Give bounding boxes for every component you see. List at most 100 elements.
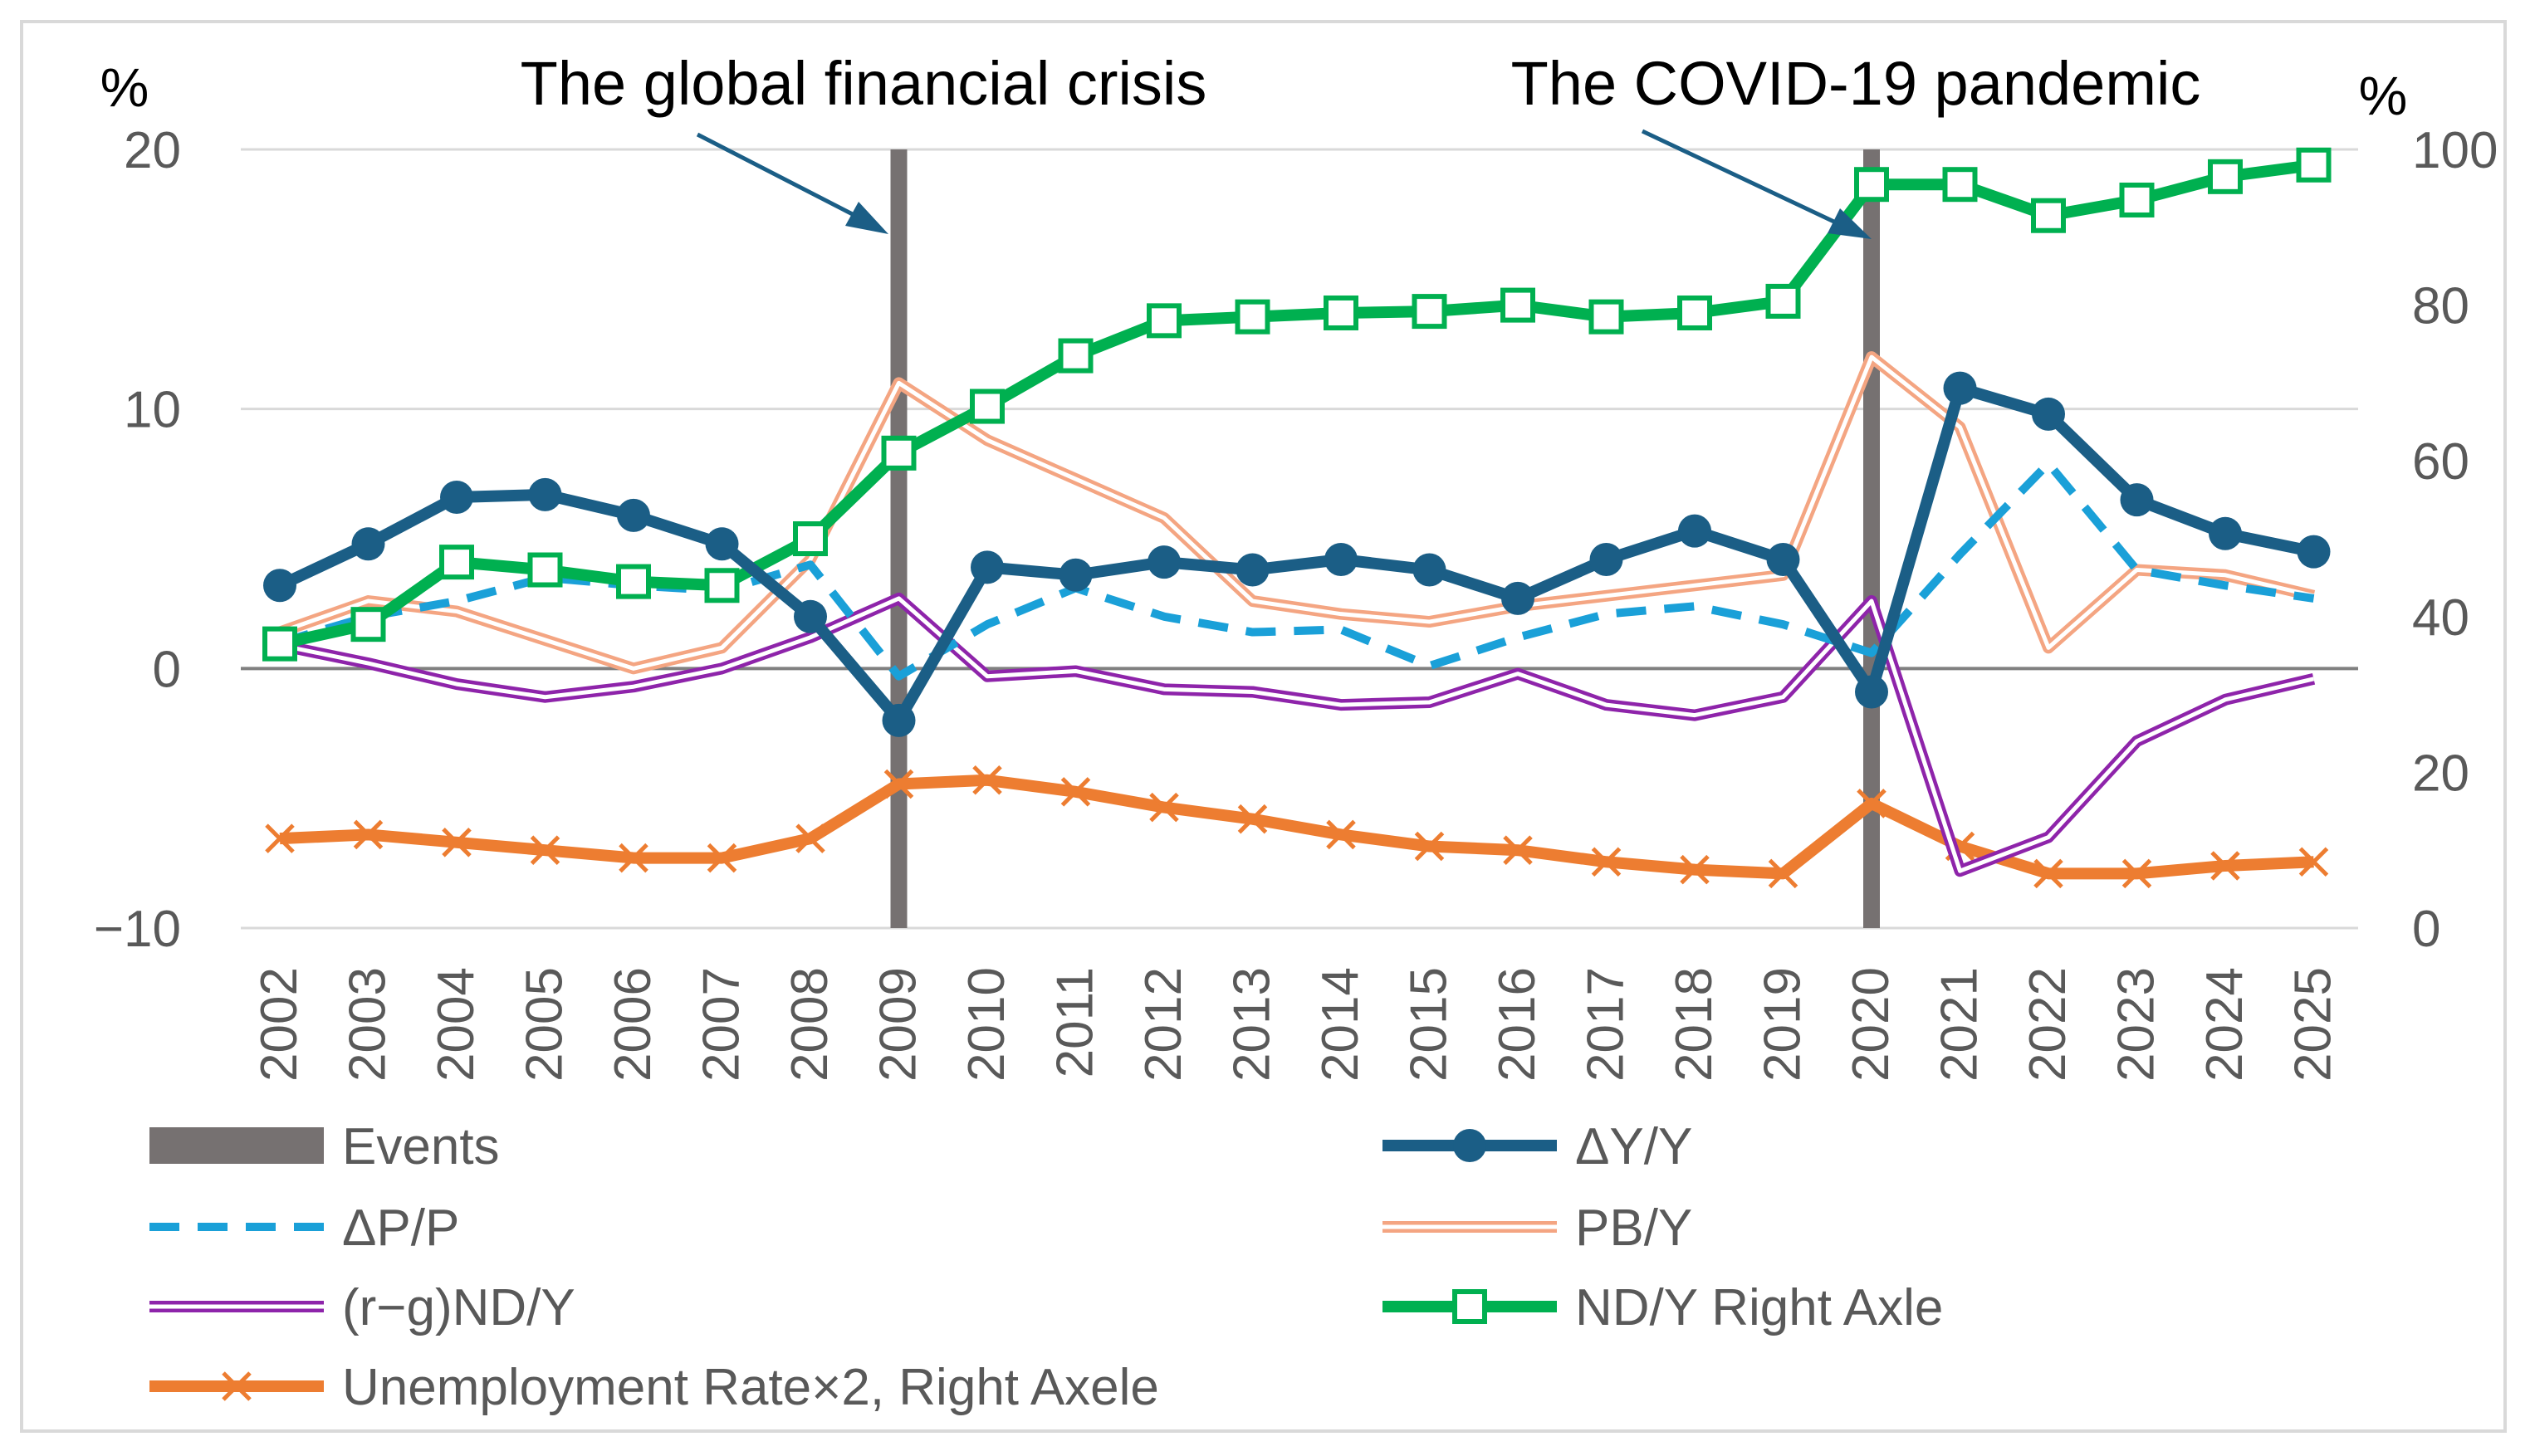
dy-point — [882, 703, 916, 737]
x-tick-label: 2020 — [1842, 967, 1900, 1082]
x-tick-label: 2025 — [2285, 967, 2342, 1082]
annotation-covid-arrowhead — [1828, 208, 1872, 239]
legend-label-ur: Unemployment Rate×2, Right Axele — [342, 1359, 1159, 1416]
dy-point — [2209, 516, 2242, 550]
ur-point — [1149, 792, 1179, 823]
legend-label-rg: (r−g)ND/Y — [342, 1279, 575, 1336]
dy-point — [1678, 514, 1711, 548]
right-tick-label: 60 — [2412, 433, 2469, 491]
dy-point — [528, 477, 562, 511]
nd-point — [1500, 287, 1535, 323]
ur-point — [2033, 858, 2063, 889]
dy-point — [351, 527, 385, 561]
ur-point — [883, 769, 914, 799]
legend-label-dp: ΔP/P — [342, 1199, 459, 1257]
annotation-covid: The COVID-19 pandemic — [1511, 49, 2200, 239]
nd-point — [350, 607, 386, 642]
annotation-financial-crisis: The global financial crisis — [521, 49, 1207, 234]
x-tick-label: 2009 — [870, 967, 927, 1082]
right-tick-label: 100 — [2412, 122, 2498, 179]
right-axis-ticks: 100 80 60 40 20 0 — [2412, 122, 2498, 958]
nd-point — [1588, 299, 1624, 335]
right-axis-unit: % — [2359, 65, 2408, 126]
legend-label-nd: ND/Y Right Axle — [1575, 1279, 1943, 1336]
chart-frame — [20, 20, 2507, 1433]
series-line-rg-inner — [279, 596, 2315, 873]
x-tick-label: 2004 — [428, 967, 485, 1082]
nd-point — [1412, 294, 1447, 330]
ur-point — [265, 823, 295, 853]
event-bar-2009 — [890, 149, 908, 928]
nd-point — [616, 564, 651, 599]
ur-point — [2121, 858, 2152, 889]
x-tick-label: 2003 — [340, 967, 397, 1082]
legend-label-events: Events — [342, 1118, 500, 1175]
x-tick-label: 2024 — [2196, 967, 2254, 1082]
nd-point — [704, 568, 740, 603]
right-tick-label: 20 — [2412, 745, 2469, 802]
left-axis-ticks: 20 10 0 −10 — [94, 122, 181, 958]
dy-point — [440, 480, 473, 514]
ur-point — [1680, 854, 1710, 885]
ur-point — [1414, 831, 1445, 862]
dy-point — [2032, 397, 2065, 431]
nd-point — [1235, 299, 1270, 335]
left-tick-label: −10 — [94, 901, 181, 958]
x-tick-label: 2017 — [1578, 967, 1635, 1082]
dy-point — [794, 599, 827, 633]
x-tick-label: 2012 — [1135, 967, 1192, 1082]
nd-point — [1854, 167, 1889, 203]
ur-point — [353, 819, 384, 850]
ur-point — [707, 843, 737, 873]
nd-point — [970, 388, 1005, 424]
x-tick-label: 2019 — [1754, 967, 1812, 1082]
right-tick-label: 0 — [2412, 901, 2440, 958]
nd-point — [1765, 283, 1801, 319]
x-tick-label: 2013 — [1224, 967, 1281, 1082]
dy-point — [971, 550, 1004, 584]
legend-marker-ur — [222, 1371, 252, 1401]
x-tick-label: 2016 — [1489, 967, 1546, 1082]
nd-point — [2119, 182, 2155, 217]
dy-point — [1943, 371, 1977, 405]
dy-point — [1501, 581, 1534, 615]
left-tick-label: 20 — [124, 122, 181, 179]
legend-marker-nd — [1452, 1289, 1487, 1324]
x-tick-label: 2010 — [958, 967, 1015, 1082]
legend-item-dp: ΔP/P — [149, 1199, 459, 1257]
legend-marker-dy — [1453, 1129, 1486, 1162]
annotation-financial-crisis-label: The global financial crisis — [521, 49, 1207, 118]
dy-point — [2297, 535, 2331, 569]
gridlines — [241, 148, 2358, 930]
annotation-covid-arrow — [1641, 129, 1855, 233]
ur-point — [619, 843, 648, 873]
legend-item-events: Events — [149, 1118, 500, 1175]
legend-item-rg: (r−g)ND/Y — [149, 1279, 575, 1336]
series-line-pb-inner — [279, 354, 2315, 671]
x-tick-label: 2023 — [2108, 967, 2165, 1082]
nd-point — [1677, 295, 1712, 330]
ur-point — [1591, 847, 1622, 877]
ur-point — [1326, 819, 1356, 850]
ur-point — [1503, 835, 1533, 865]
dy-point — [1148, 545, 1181, 579]
nd-point — [262, 626, 297, 662]
right-tick-label: 80 — [2412, 278, 2469, 335]
ur-point — [1768, 858, 1798, 889]
legend-item-nd: ND/Y Right Axle — [1382, 1279, 1943, 1336]
legend-item-ur: Unemployment Rate×2, Right Axele — [149, 1359, 1159, 1416]
legend-item-dy: ΔY/Y — [1382, 1118, 1692, 1175]
x-tick-label: 2014 — [1312, 967, 1369, 1082]
x-tick-label: 2002 — [251, 967, 308, 1082]
legend-item-pb: PB/Y — [1382, 1199, 1692, 1257]
nd-point — [1147, 303, 1182, 339]
dy-point — [2120, 483, 2154, 517]
legend-label-dy: ΔY/Y — [1575, 1118, 1692, 1175]
dy-point — [1855, 675, 1888, 709]
ur-point — [1857, 789, 1886, 818]
legend-swatch-events — [149, 1127, 324, 1164]
x-tick-label: 2018 — [1666, 967, 1723, 1082]
x-tick-label: 2021 — [1931, 967, 1989, 1082]
event-bar-2020 — [1863, 149, 1880, 928]
